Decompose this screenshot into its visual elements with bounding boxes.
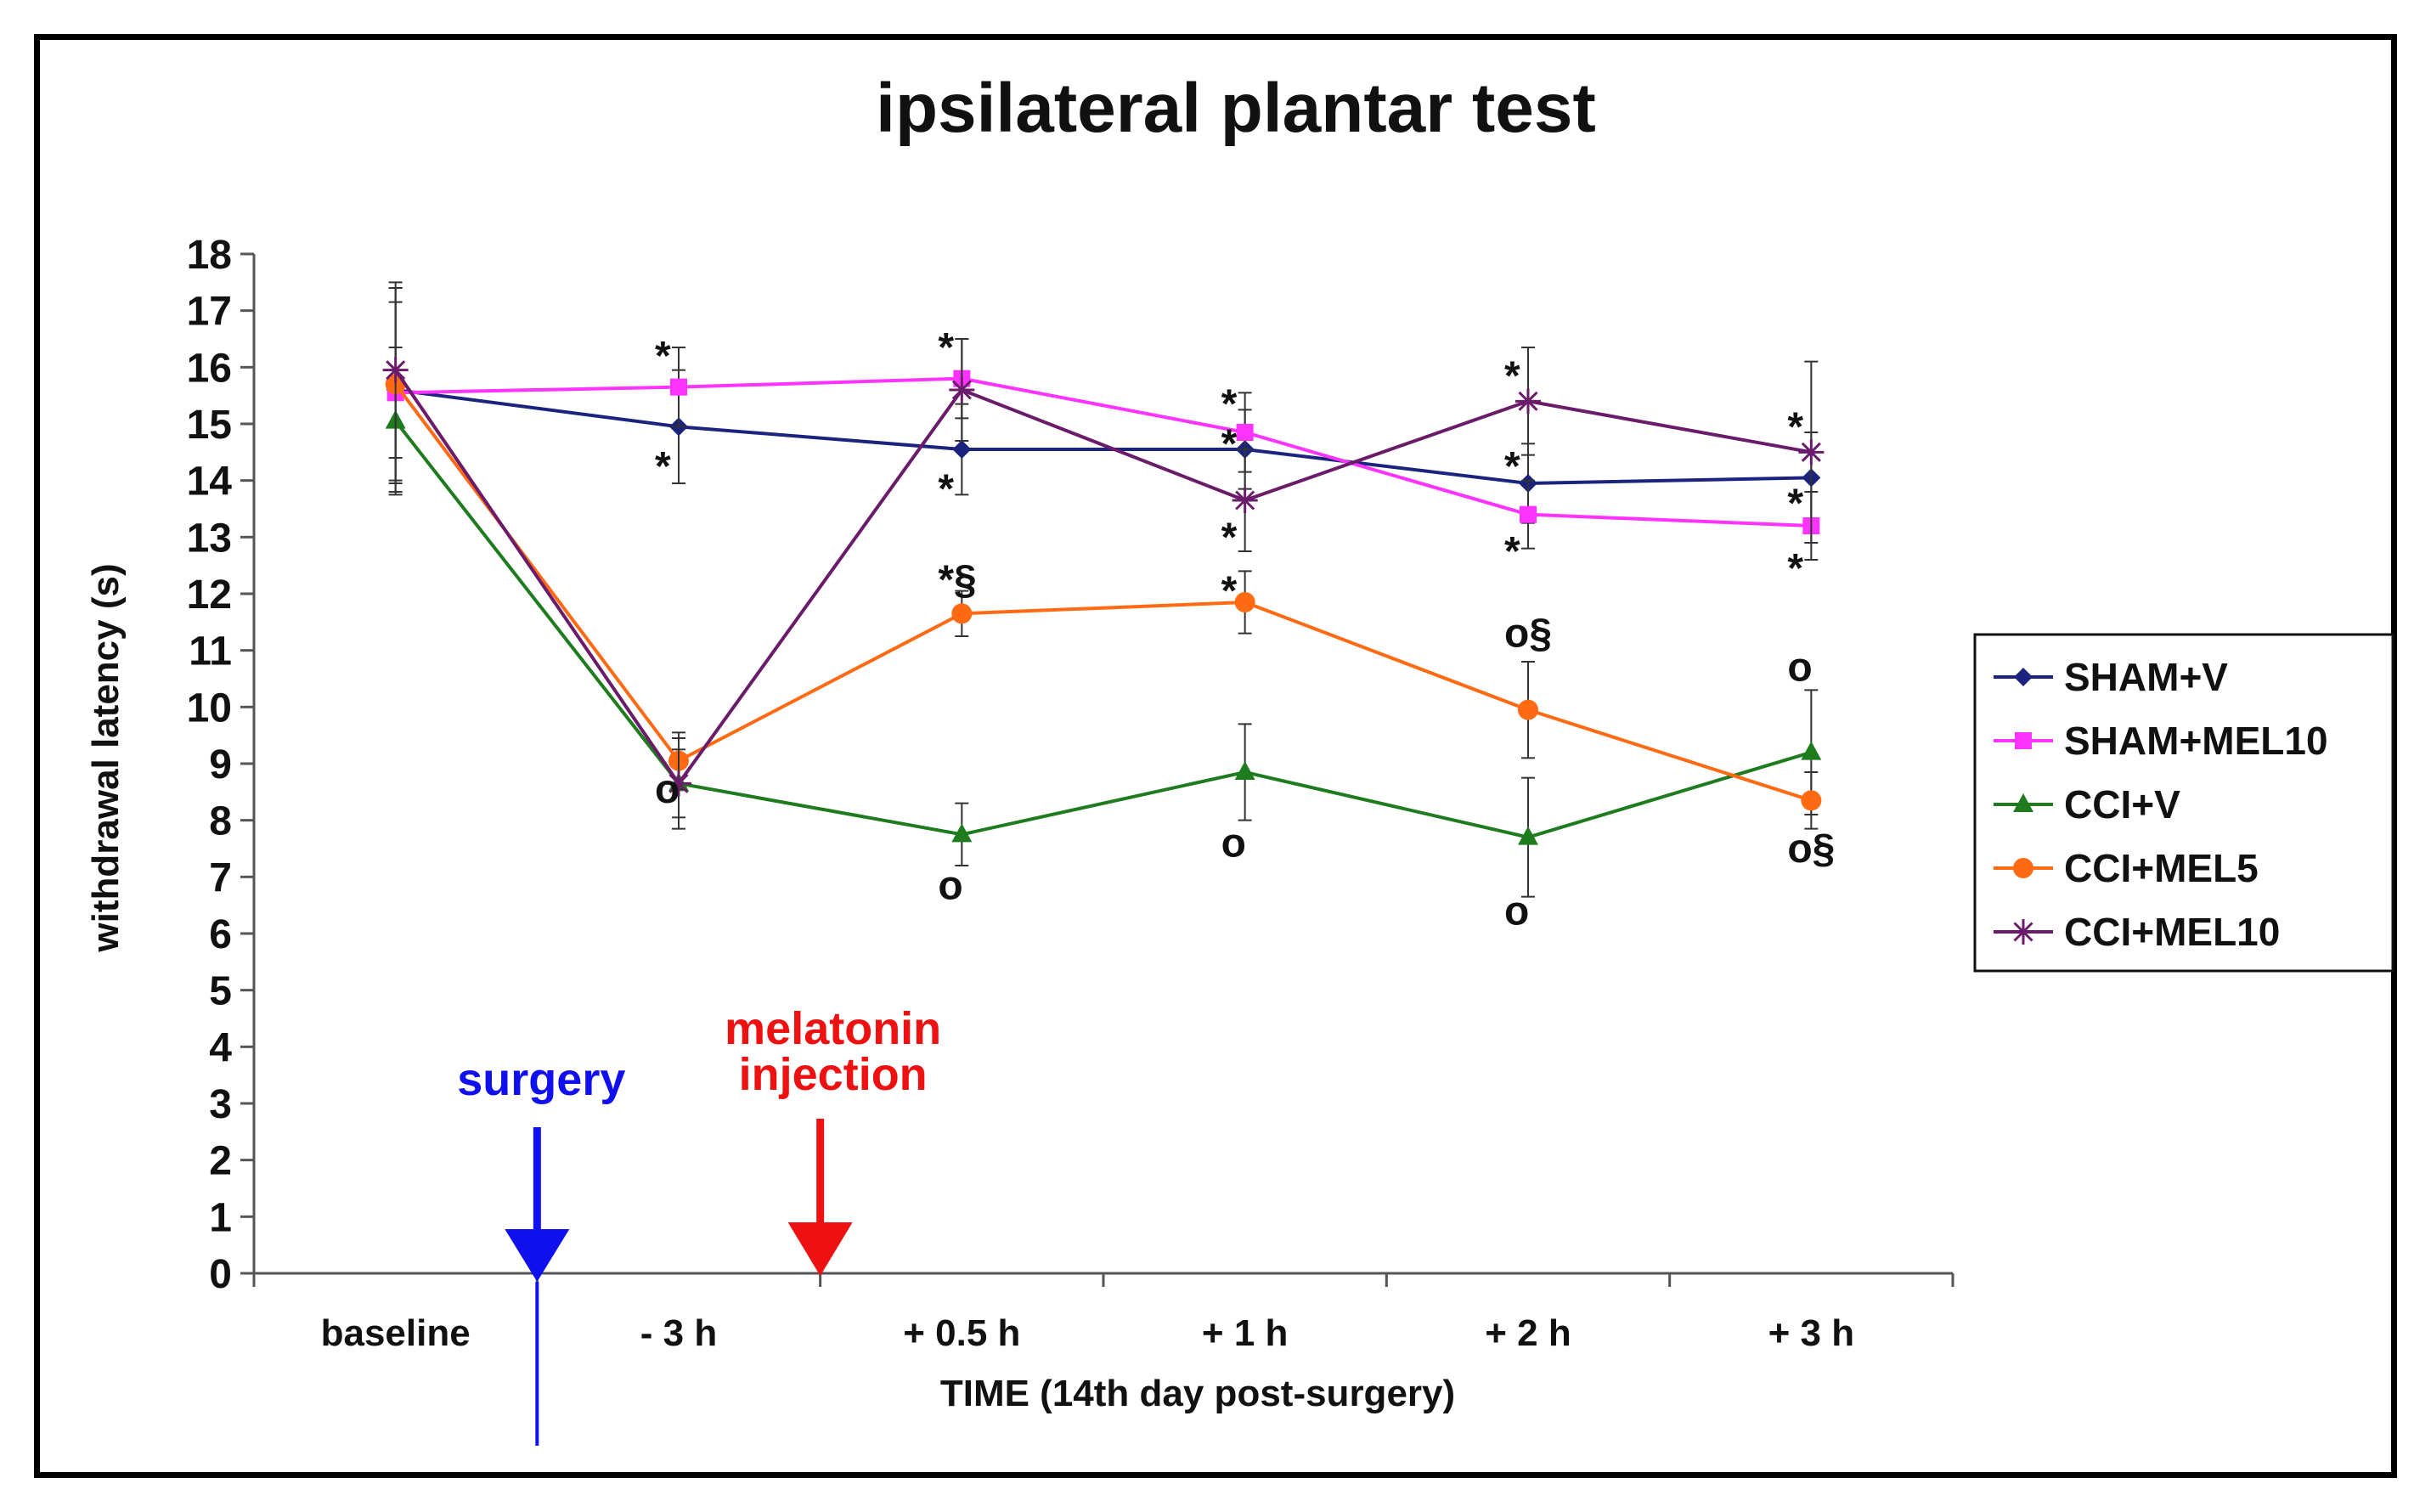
y-tick-label: 6 <box>209 912 232 957</box>
x-tick-label: + 1 h <box>1202 1312 1289 1354</box>
significance-mark: * <box>1221 382 1238 427</box>
legend-label: CCI+MEL5 <box>2064 846 2259 890</box>
significance-mark: * <box>655 444 671 489</box>
significance-mark: o§ <box>1504 612 1552 657</box>
legend-label: SHAM+MEL10 <box>2064 719 2328 763</box>
y-tick-label: 14 <box>187 460 233 505</box>
data-point <box>670 378 687 396</box>
legend-entry: CCI+MEL10 <box>1994 910 2280 954</box>
y-tick-label: 18 <box>187 233 232 278</box>
figure-frame: ipsilateral plantar test withdrawal late… <box>34 34 2397 1478</box>
y-tick-label: 7 <box>209 855 232 900</box>
y-tick-label: 13 <box>187 516 232 561</box>
series-line <box>394 383 1812 803</box>
data-point <box>382 357 409 383</box>
melatonin-label-line1: melatonin <box>725 1003 941 1054</box>
y-tick-label: 15 <box>187 403 232 448</box>
x-tick-label: - 3 h <box>640 1312 717 1354</box>
series-cci-v <box>385 347 1822 898</box>
data-point <box>1515 388 1541 415</box>
significance-mark: * <box>1787 546 1803 591</box>
series-line <box>394 369 1812 787</box>
significance-mark: o <box>1221 821 1246 866</box>
significance-mark: o <box>938 863 962 908</box>
significance-mark: *§ <box>938 557 976 602</box>
significance-mark: o <box>1787 646 1812 691</box>
significance-mark: * <box>1221 515 1238 560</box>
data-point <box>1234 592 1255 612</box>
significance-mark: o§ <box>1787 827 1835 872</box>
y-tick-label: 1 <box>209 1195 232 1240</box>
y-tick-label: 5 <box>209 969 232 1014</box>
surgery-label: surgery <box>457 1054 625 1105</box>
data-point <box>951 603 973 624</box>
significance-mark: * <box>1504 444 1520 489</box>
series-line <box>395 376 1812 528</box>
significance-mark: o <box>655 767 680 812</box>
x-tick-label: + 2 h <box>1485 1312 1571 1354</box>
significance-mark: * <box>1787 481 1803 526</box>
data-point <box>1798 439 1825 465</box>
data-point <box>1518 826 1538 845</box>
legend-label: CCI+MEL10 <box>2064 910 2280 954</box>
surgery-arrow-head <box>505 1229 570 1282</box>
x-tick-label: + 0.5 h <box>903 1312 1020 1354</box>
data-point <box>1232 488 1258 513</box>
legend-marker <box>2015 732 2032 749</box>
y-tick-label: 4 <box>209 1025 232 1070</box>
series-cci-mel10 <box>382 281 1825 819</box>
legend-entry: SHAM+V <box>1994 655 2228 699</box>
data-point <box>1234 761 1255 780</box>
melatonin-label-line2: injection <box>739 1049 928 1100</box>
significance-mark: * <box>655 334 671 379</box>
legend-entry: CCI+MEL5 <box>1994 846 2259 890</box>
significance-mark: * <box>1221 421 1238 466</box>
y-tick-label: 0 <box>209 1252 232 1297</box>
legend-label: CCI+V <box>2064 782 2180 827</box>
melatonin-arrow-head <box>787 1222 853 1276</box>
chart: ipsilateral plantar test withdrawal late… <box>85 70 2394 1446</box>
data-point <box>949 377 975 403</box>
y-tick-label: 17 <box>187 290 232 335</box>
y-tick-label: 12 <box>187 573 232 618</box>
legend-marker <box>2013 793 2033 812</box>
data-point <box>1518 699 1538 720</box>
x-tick-label: baseline <box>321 1312 471 1354</box>
legend-entry: CCI+V <box>1994 782 2180 827</box>
series-cci-mel5 <box>385 287 1822 830</box>
significance-mark: * <box>1504 529 1520 574</box>
data-point <box>1520 505 1537 523</box>
chart-title: ipsilateral plantar test <box>876 70 1596 147</box>
y-axis-label: withdrawal latency (s) <box>85 563 127 952</box>
legend-marker <box>2014 668 2033 686</box>
data-point <box>951 823 973 843</box>
y-tick-label: 9 <box>209 742 232 787</box>
y-tick-label: 8 <box>209 799 232 844</box>
significance-mark: * <box>1787 404 1803 449</box>
y-tick-label: 10 <box>187 685 232 731</box>
data-point <box>1236 424 1254 441</box>
significance-mark: o <box>1504 889 1529 934</box>
y-tick-label: 3 <box>209 1082 232 1127</box>
significance-mark: * <box>1504 353 1520 398</box>
series-line <box>394 420 1812 839</box>
data-point <box>1801 790 1822 811</box>
y-tick-label: 11 <box>189 629 232 674</box>
data-point <box>666 770 691 797</box>
legend-label: SHAM+V <box>2064 655 2228 699</box>
significance-mark: * <box>938 467 954 512</box>
significance-mark: * <box>1221 569 1238 614</box>
data-point <box>1801 741 1822 760</box>
y-tick-label: 2 <box>209 1139 232 1184</box>
data-point <box>952 440 972 459</box>
legend-marker <box>2011 919 2036 945</box>
legend-entry: SHAM+MEL10 <box>1994 719 2328 763</box>
x-tick-label: + 3 h <box>1768 1312 1855 1354</box>
series-line <box>395 388 1812 486</box>
legend-marker <box>2013 858 2033 878</box>
y-tick-label: 16 <box>187 346 232 391</box>
series-sham-mel10 <box>386 301 1820 561</box>
significance-mark: * <box>938 325 954 370</box>
x-axis-label: TIME (14th day post-surgery) <box>940 1373 1455 1414</box>
